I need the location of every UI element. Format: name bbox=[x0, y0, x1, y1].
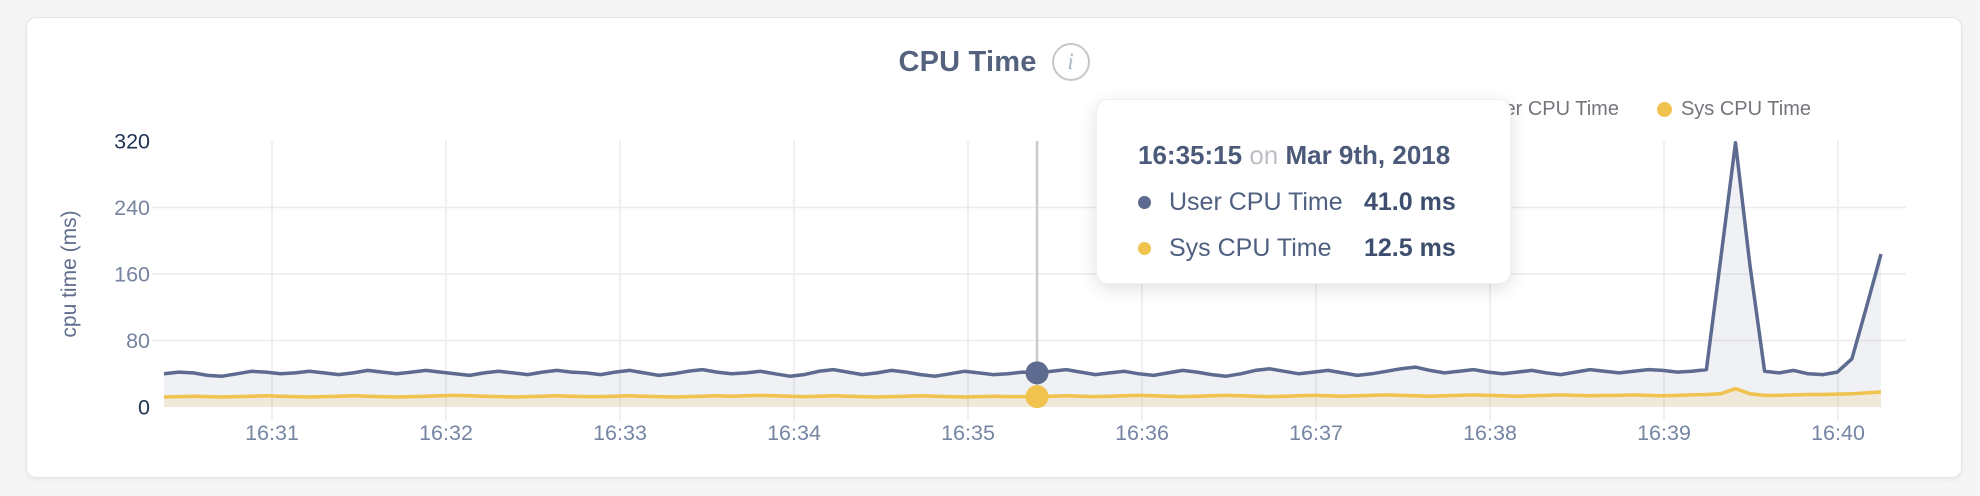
chart-title: CPU Time bbox=[898, 45, 1037, 78]
x-tick-label: 16:35 bbox=[941, 421, 995, 445]
y-tick-label: 80 bbox=[126, 329, 150, 353]
y-tick-label: 240 bbox=[114, 196, 150, 220]
tooltip-series-value: 12.5 ms bbox=[1364, 234, 1456, 262]
sys-cpu-line bbox=[163, 386, 1882, 399]
info-icon[interactable]: i bbox=[1051, 43, 1090, 81]
cpu-time-chart-card: CPU Time i User CPU Time Sys CPU Time 16… bbox=[26, 17, 1962, 478]
x-tick-label: 16:32 bbox=[419, 421, 473, 445]
tooltip-row-sys: Sys CPU Time 12.5 ms bbox=[1138, 234, 1510, 263]
tooltip-timestamp: 16:35:15 on Mar 9th, 2018 bbox=[1138, 140, 1510, 171]
y-tick-label: 160 bbox=[114, 263, 150, 287]
x-tick-label: 16:40 bbox=[1811, 421, 1865, 445]
tooltip-date: Mar 9th, 2018 bbox=[1285, 140, 1451, 170]
sys-cpu-legend-dot bbox=[1656, 101, 1672, 117]
tooltip-series-label: Sys CPU Time bbox=[1169, 234, 1332, 262]
legend-label: Sys CPU Time bbox=[1680, 97, 1811, 120]
user-cpu-line bbox=[163, 140, 1883, 378]
chart-header: CPU Time i bbox=[27, 40, 1961, 84]
tooltip-series-label: User CPU Time bbox=[1169, 188, 1343, 216]
x-tick-label: 16:39 bbox=[1637, 421, 1691, 445]
tooltip-series-value: 41.0 ms bbox=[1364, 188, 1456, 216]
x-tick-label: 16:33 bbox=[593, 421, 647, 445]
cpu-time-chart-plot[interactable]: 16:31 16:32 16:33 16:34 16:35 16:36 16:37 16:38… bbox=[27, 18, 1963, 479]
sys-cpu-hover-marker bbox=[1025, 385, 1049, 409]
user-cpu-area bbox=[164, 142, 1881, 407]
legend-item-sys-cpu-time[interactable]: Sys CPU Time bbox=[1656, 97, 1811, 121]
x-tick-label: 16:37 bbox=[1289, 421, 1343, 445]
x-tick-label: 16:34 bbox=[767, 421, 821, 445]
tooltip-on-word: on bbox=[1249, 140, 1279, 170]
chart-tooltip: 16:35:15 on Mar 9th, 2018 User CPU Time … bbox=[1096, 99, 1511, 284]
x-tick-label: 16:36 bbox=[1115, 421, 1169, 445]
sys-series-dot-icon bbox=[1138, 242, 1151, 255]
y-tick-label: 0 bbox=[138, 396, 150, 420]
y-tick-label: 320 bbox=[114, 130, 150, 154]
y-axis-title: cpu time (ms) bbox=[58, 210, 81, 337]
chart-legend: User CPU Time Sys CPU Time bbox=[1456, 98, 1811, 120]
user-series-dot-icon bbox=[1138, 196, 1151, 209]
tooltip-row-user: User CPU Time 41.0 ms bbox=[1138, 188, 1510, 217]
tooltip-time: 16:35:15 bbox=[1138, 140, 1243, 170]
user-cpu-hover-marker bbox=[1025, 361, 1049, 385]
x-tick-label: 16:38 bbox=[1463, 421, 1517, 445]
legend-label: User CPU Time bbox=[1480, 97, 1619, 120]
x-tick-label: 16:31 bbox=[245, 421, 299, 445]
